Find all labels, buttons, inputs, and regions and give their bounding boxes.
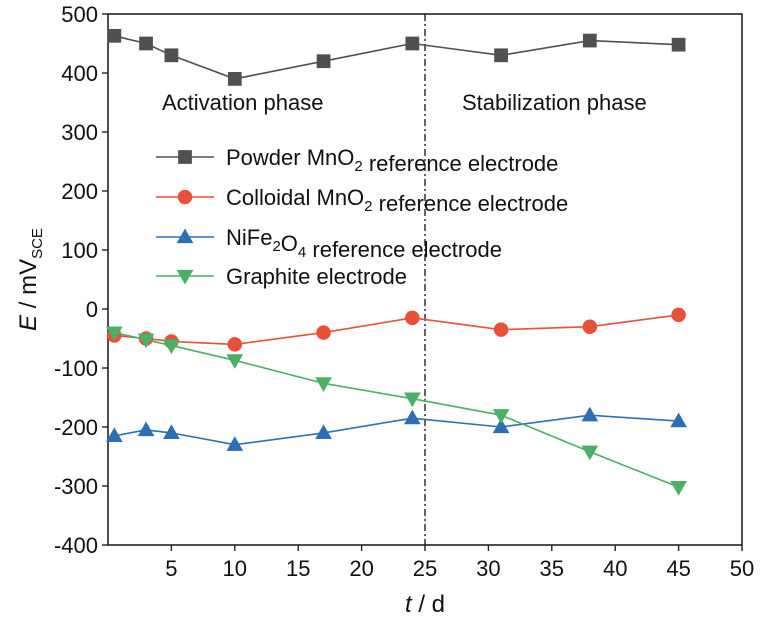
y-tick-label: -100 — [54, 356, 98, 381]
x-tick-label: 30 — [476, 556, 500, 581]
y-tick-label: -200 — [54, 415, 98, 440]
colloidal-mno2-point — [316, 325, 331, 340]
y-tick-label: -400 — [54, 533, 98, 558]
nife2o4-point — [670, 412, 687, 428]
series — [105, 28, 687, 496]
nife2o4-point — [137, 421, 155, 437]
nife2o4-point — [315, 424, 332, 440]
legend-item-colloidal-mno2: Colloidal MnO2 reference electrode — [156, 185, 568, 216]
graphite-point — [581, 445, 599, 461]
nife2o4-point — [581, 406, 599, 422]
x-axis-title: t / d — [405, 591, 445, 618]
graphite-point — [163, 339, 180, 355]
y-tick-label: 100 — [61, 238, 98, 263]
powder-mno2-point — [671, 37, 686, 52]
x-tick-label: 35 — [540, 556, 564, 581]
legend-item-nife2o4: NiFe2O4 reference electrode — [156, 225, 502, 262]
powder-mno2-point — [405, 36, 420, 51]
series-colloidal-mno2 — [107, 307, 686, 352]
x-tick-label: 10 — [223, 556, 247, 581]
powder-mno2-point — [227, 72, 242, 86]
legend-label: Colloidal MnO2 reference electrode — [226, 185, 568, 216]
axis-titles: t / d E / mVSCE — [15, 228, 445, 618]
colloidal-mno2-point — [671, 307, 686, 323]
graphite-point — [315, 377, 332, 392]
x-tick-label: 20 — [349, 556, 373, 581]
y-axis-title: E / mVSCE — [15, 228, 46, 331]
y-tick-label: 400 — [61, 61, 98, 86]
series-nife2o4 — [105, 406, 687, 451]
y-tick-label: 500 — [61, 2, 98, 27]
series-graphite — [105, 326, 687, 496]
y-tick-label: 0 — [86, 297, 98, 322]
powder-mno2-point — [316, 54, 331, 69]
legend-graphite-point — [176, 269, 194, 285]
colloidal-mno2-point — [493, 322, 509, 337]
series-line-graphite — [114, 331, 679, 488]
legend-item-graphite: Graphite electrode — [156, 264, 407, 289]
legend-item-powder-mno2: Powder MnO2 reference electrode — [156, 145, 558, 176]
powder-mno2-point — [164, 48, 179, 63]
powder-mno2-point — [494, 48, 508, 63]
legend-colloidal-mno2-point — [177, 189, 193, 205]
x-tick-label: 45 — [666, 556, 690, 581]
phase-label-activation: Activation phase — [162, 90, 323, 115]
legend-label: Powder MnO2 reference electrode — [226, 145, 558, 176]
nife2o4-point — [403, 409, 421, 425]
graphite-point — [105, 326, 123, 342]
y-tick-label: 300 — [61, 120, 98, 145]
colloidal-mno2-point — [405, 310, 420, 326]
graphite-point — [226, 354, 244, 369]
x-tick-label: 40 — [603, 556, 627, 581]
nife2o4-point — [226, 436, 244, 451]
graphite-point — [670, 481, 687, 496]
nife2o4-point — [105, 427, 123, 442]
legend-label: NiFe2O4 reference electrode — [226, 225, 502, 262]
nife2o4-point — [163, 424, 180, 440]
phase-label-stabilization: Stabilization phase — [462, 90, 647, 115]
legend: Powder MnO2 reference electrode Colloidal… — [156, 145, 568, 289]
legend-label: Graphite electrode — [226, 264, 407, 289]
nife2o4-point — [492, 418, 510, 434]
powder-mno2-point — [139, 36, 153, 51]
graphite-point — [137, 333, 155, 349]
graphite-point — [403, 392, 421, 408]
x-tick-label: 25 — [413, 556, 437, 581]
powder-mno2-point — [107, 28, 122, 43]
graphite-point — [492, 409, 510, 424]
powder-mno2-point — [582, 33, 597, 48]
ticks: 5 10 15 20 25 30 35 40 45 50 -400 -300 -200 -100 0 100 2… — [54, 2, 754, 581]
legend-powder-mno2-point — [178, 150, 192, 164]
x-tick-label: 50 — [730, 556, 754, 581]
phase-labels: Activation phase Stabilization phase — [162, 90, 647, 115]
x-tick-label: 15 — [286, 556, 310, 581]
series-powder-mno2 — [107, 28, 686, 86]
y-tick-label: -300 — [54, 474, 98, 499]
colloidal-mno2-point — [582, 319, 598, 334]
y-tick-label: 200 — [61, 179, 98, 204]
legend-nife2o4-point — [176, 228, 194, 244]
x-tick-label: 5 — [165, 556, 177, 581]
colloidal-mno2-point — [227, 337, 243, 352]
